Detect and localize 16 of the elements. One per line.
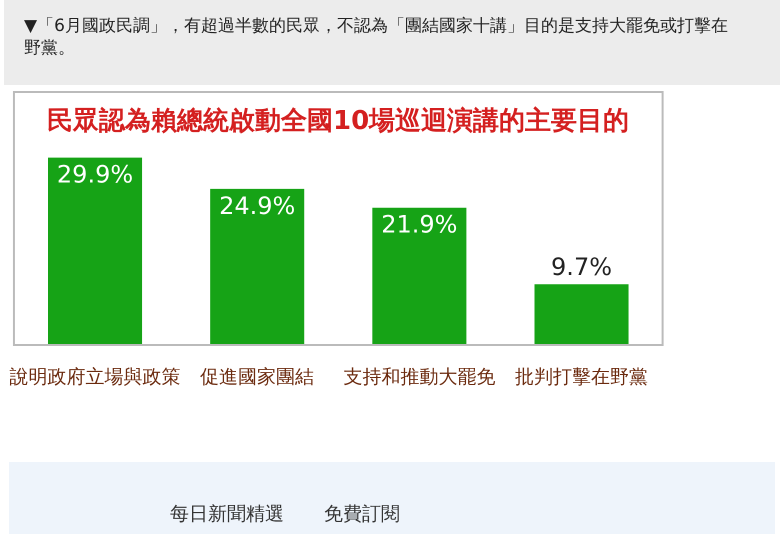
x-tick-label: 說明政府立場與政策 <box>10 366 181 388</box>
bar <box>210 188 304 345</box>
data-label: 29.9% <box>56 160 134 189</box>
x-tick-label: 批判打擊在野黨 <box>515 366 648 388</box>
text: ▼「6月國政民調」，有超過半數的民眾，不認為「團結國家十講」目的是支持大罷免或打擊在野黨。 <box>24 16 728 58</box>
chart-title: 民眾認為賴總統啟動全國10場巡迴演講的主要目的 <box>47 106 630 136</box>
bar <box>372 208 466 345</box>
bar <box>48 158 142 345</box>
x-tick-label: 促進國家團結 <box>200 366 314 388</box>
text: 每日新聞精選 <box>170 503 284 525</box>
x-tick-label: 支持和推動大罷免 <box>343 366 496 388</box>
data-label: 9.7% <box>551 253 612 282</box>
bar <box>534 284 629 345</box>
text: 免費訂閱 <box>324 503 400 525</box>
data-label: 24.9% <box>219 192 296 220</box>
data-label: 21.9% <box>381 210 458 239</box>
